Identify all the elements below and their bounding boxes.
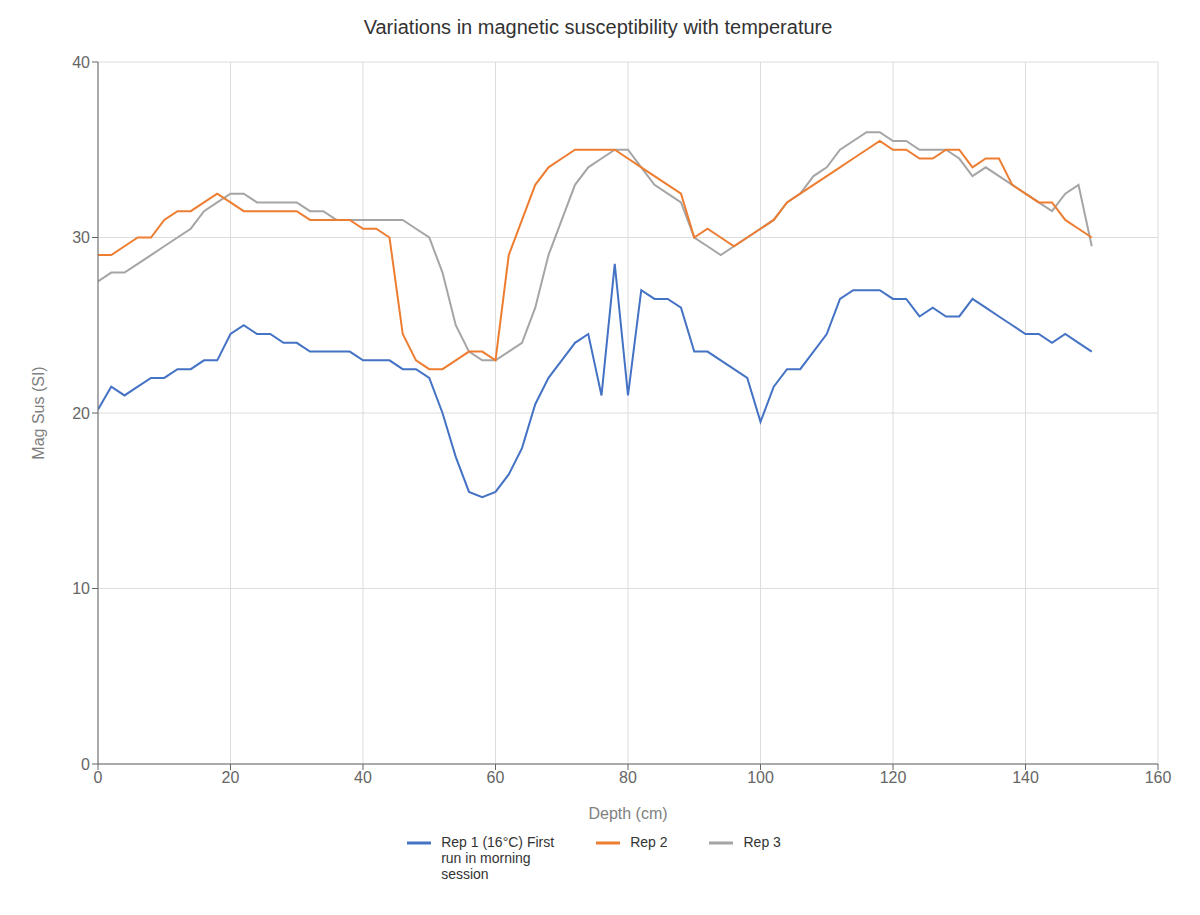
- svg-text:Mag Sus (SI): Mag Sus (SI): [30, 366, 47, 459]
- svg-text:60: 60: [487, 769, 505, 786]
- svg-text:140: 140: [1012, 769, 1039, 786]
- html-text:Rep 2: Rep 2: [630, 834, 668, 850]
- svg-text:10: 10: [72, 580, 90, 597]
- svg-text:20: 20: [222, 769, 240, 786]
- html-text:Rep 1 (16°C) First: Rep 1 (16°C) First: [441, 834, 555, 850]
- svg-text:100: 100: [747, 769, 774, 786]
- svg-text:30: 30: [72, 229, 90, 246]
- svg-text:40: 40: [354, 769, 372, 786]
- svg-text:Depth (cm): Depth (cm): [588, 805, 667, 822]
- svg-text:120: 120: [880, 769, 907, 786]
- svg-text:40: 40: [72, 54, 90, 71]
- svg-text:160: 160: [1145, 769, 1172, 786]
- svg-text:0: 0: [94, 769, 103, 786]
- html-text:run in morning: run in morning: [441, 850, 531, 866]
- html-text:Variations in magnetic suscept: Variations in magnetic susceptibility wi…: [363, 16, 833, 38]
- html-text:session: session: [441, 866, 489, 882]
- html-text:Rep 3: Rep 3: [743, 834, 781, 850]
- svg-text:0: 0: [81, 756, 90, 773]
- svg-text:20: 20: [72, 405, 90, 422]
- svg-text:80: 80: [619, 769, 637, 786]
